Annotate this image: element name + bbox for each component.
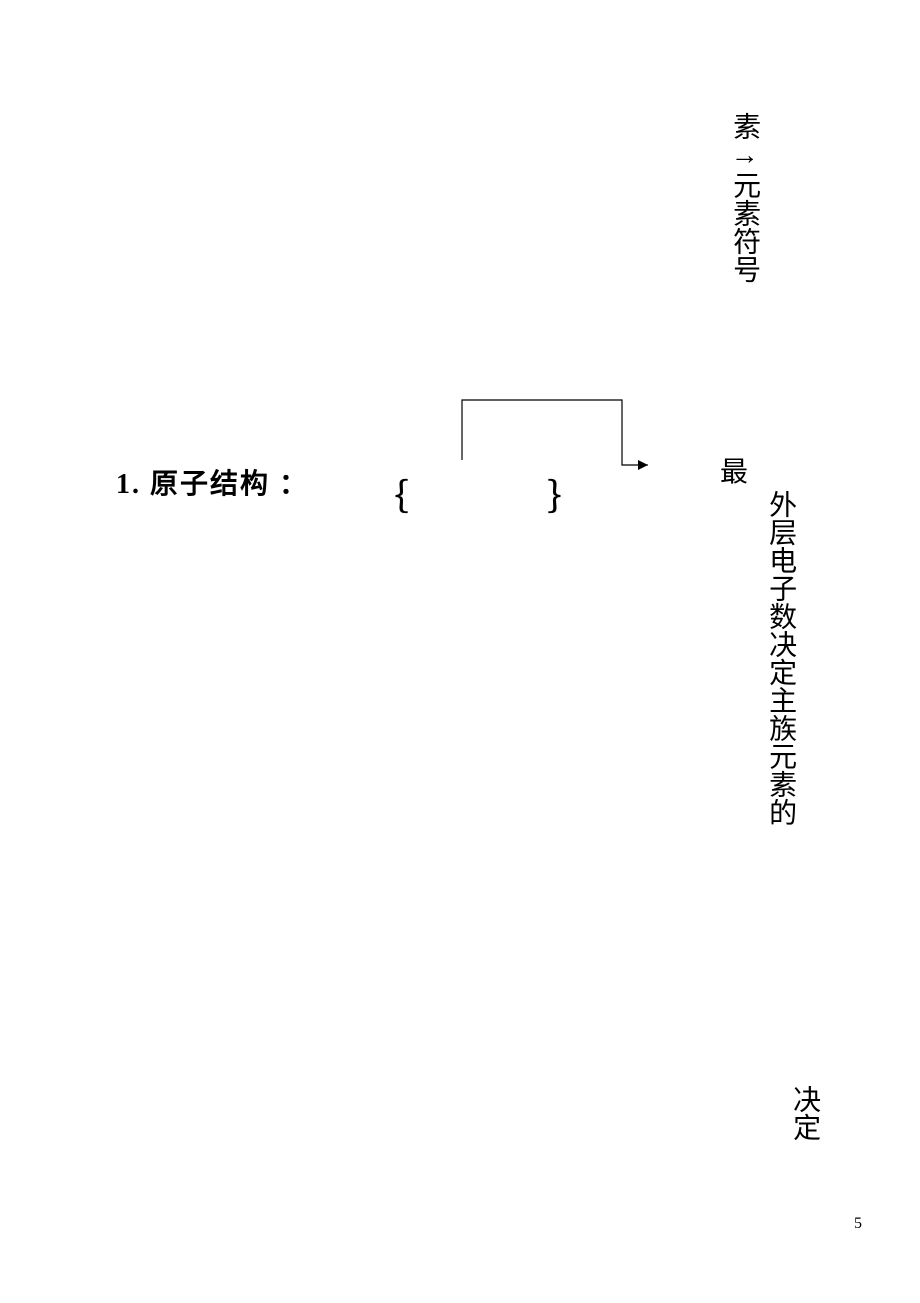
page-number: 5 <box>854 1215 862 1233</box>
vertical-text-top: 素→元素符号 <box>720 112 768 283</box>
vertical-text-bottom: 决定 <box>780 1085 828 1141</box>
vertical-text-mid: 外层电子数决定主族元素的 <box>756 490 804 826</box>
document-page: 1. 原子结构 ： ︷ ︷ 素→元素符号 最 外层电子数决定主族元素的 决定 5 <box>0 0 920 1303</box>
vertical-text-mid-lead: 最 <box>720 450 748 490</box>
